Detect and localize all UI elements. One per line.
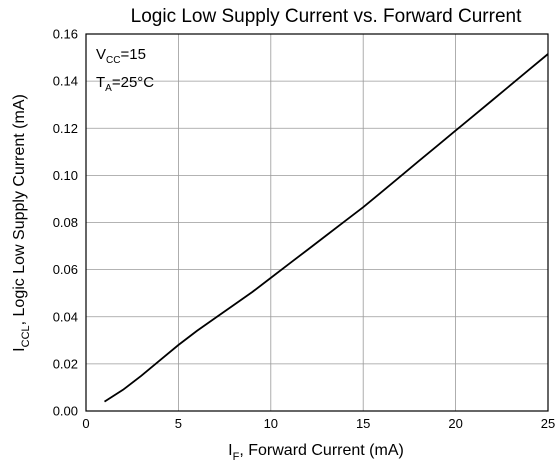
x-label-main: I (228, 442, 232, 459)
annotation-vcc: VCC=15 (96, 46, 146, 66)
y-label-main: I (11, 347, 28, 351)
x-tick-label: 20 (448, 416, 462, 431)
x-label-sub: F (233, 451, 240, 463)
annotation-ta: TA=25°C (96, 74, 154, 94)
y-tick-label: 0.16 (53, 27, 78, 42)
y-tick-label: 0.12 (53, 121, 78, 136)
x-tick-label: 5 (175, 416, 182, 431)
vcc-rest: =15 (120, 46, 145, 63)
vcc-sub: CC (106, 55, 120, 66)
grid (86, 34, 548, 411)
axis-ticks: 0 5 10 15 20 25 0.00 0.02 0.04 0.06 0.08 0.10 0.12 0.… (53, 27, 556, 432)
y-tick-label: 0.02 (53, 356, 78, 371)
y-tick-label: 0.06 (53, 262, 78, 277)
plot-frame (85, 33, 549, 412)
y-tick-label: 0.04 (53, 309, 78, 324)
y-tick-label: 0.14 (53, 74, 78, 89)
vcc-main: V (96, 46, 106, 63)
chart-title: Logic Low Supply Current vs. Forward Cur… (131, 6, 522, 27)
series-line (104, 53, 549, 403)
svg-text:TA=25°C: TA=25°C (96, 74, 154, 94)
x-axis-label: IF, Forward Current (mA) (228, 442, 404, 463)
y-tick-label: 0.10 (53, 168, 78, 183)
y-tick-label: 0.08 (53, 215, 78, 230)
y-label-sub: CCL (20, 325, 32, 347)
ta-rest: =25°C (112, 74, 154, 91)
x-label-rest: , Forward Current (mA) (239, 442, 403, 459)
y-label-rest: , Logic Low Supply Current (mA) (11, 94, 28, 325)
ta-main: T (96, 74, 105, 91)
x-tick-label: 15 (356, 416, 370, 431)
x-tick-label: 10 (264, 416, 278, 431)
x-tick-label: 25 (541, 416, 555, 431)
y-axis-label: ICCL, Logic Low Supply Current (mA) (11, 94, 32, 352)
ta-sub: A (105, 83, 112, 94)
y-tick-label: 0.00 (53, 404, 78, 419)
x-tick-label: 0 (82, 416, 89, 431)
svg-text:VCC=15: VCC=15 (96, 46, 146, 66)
